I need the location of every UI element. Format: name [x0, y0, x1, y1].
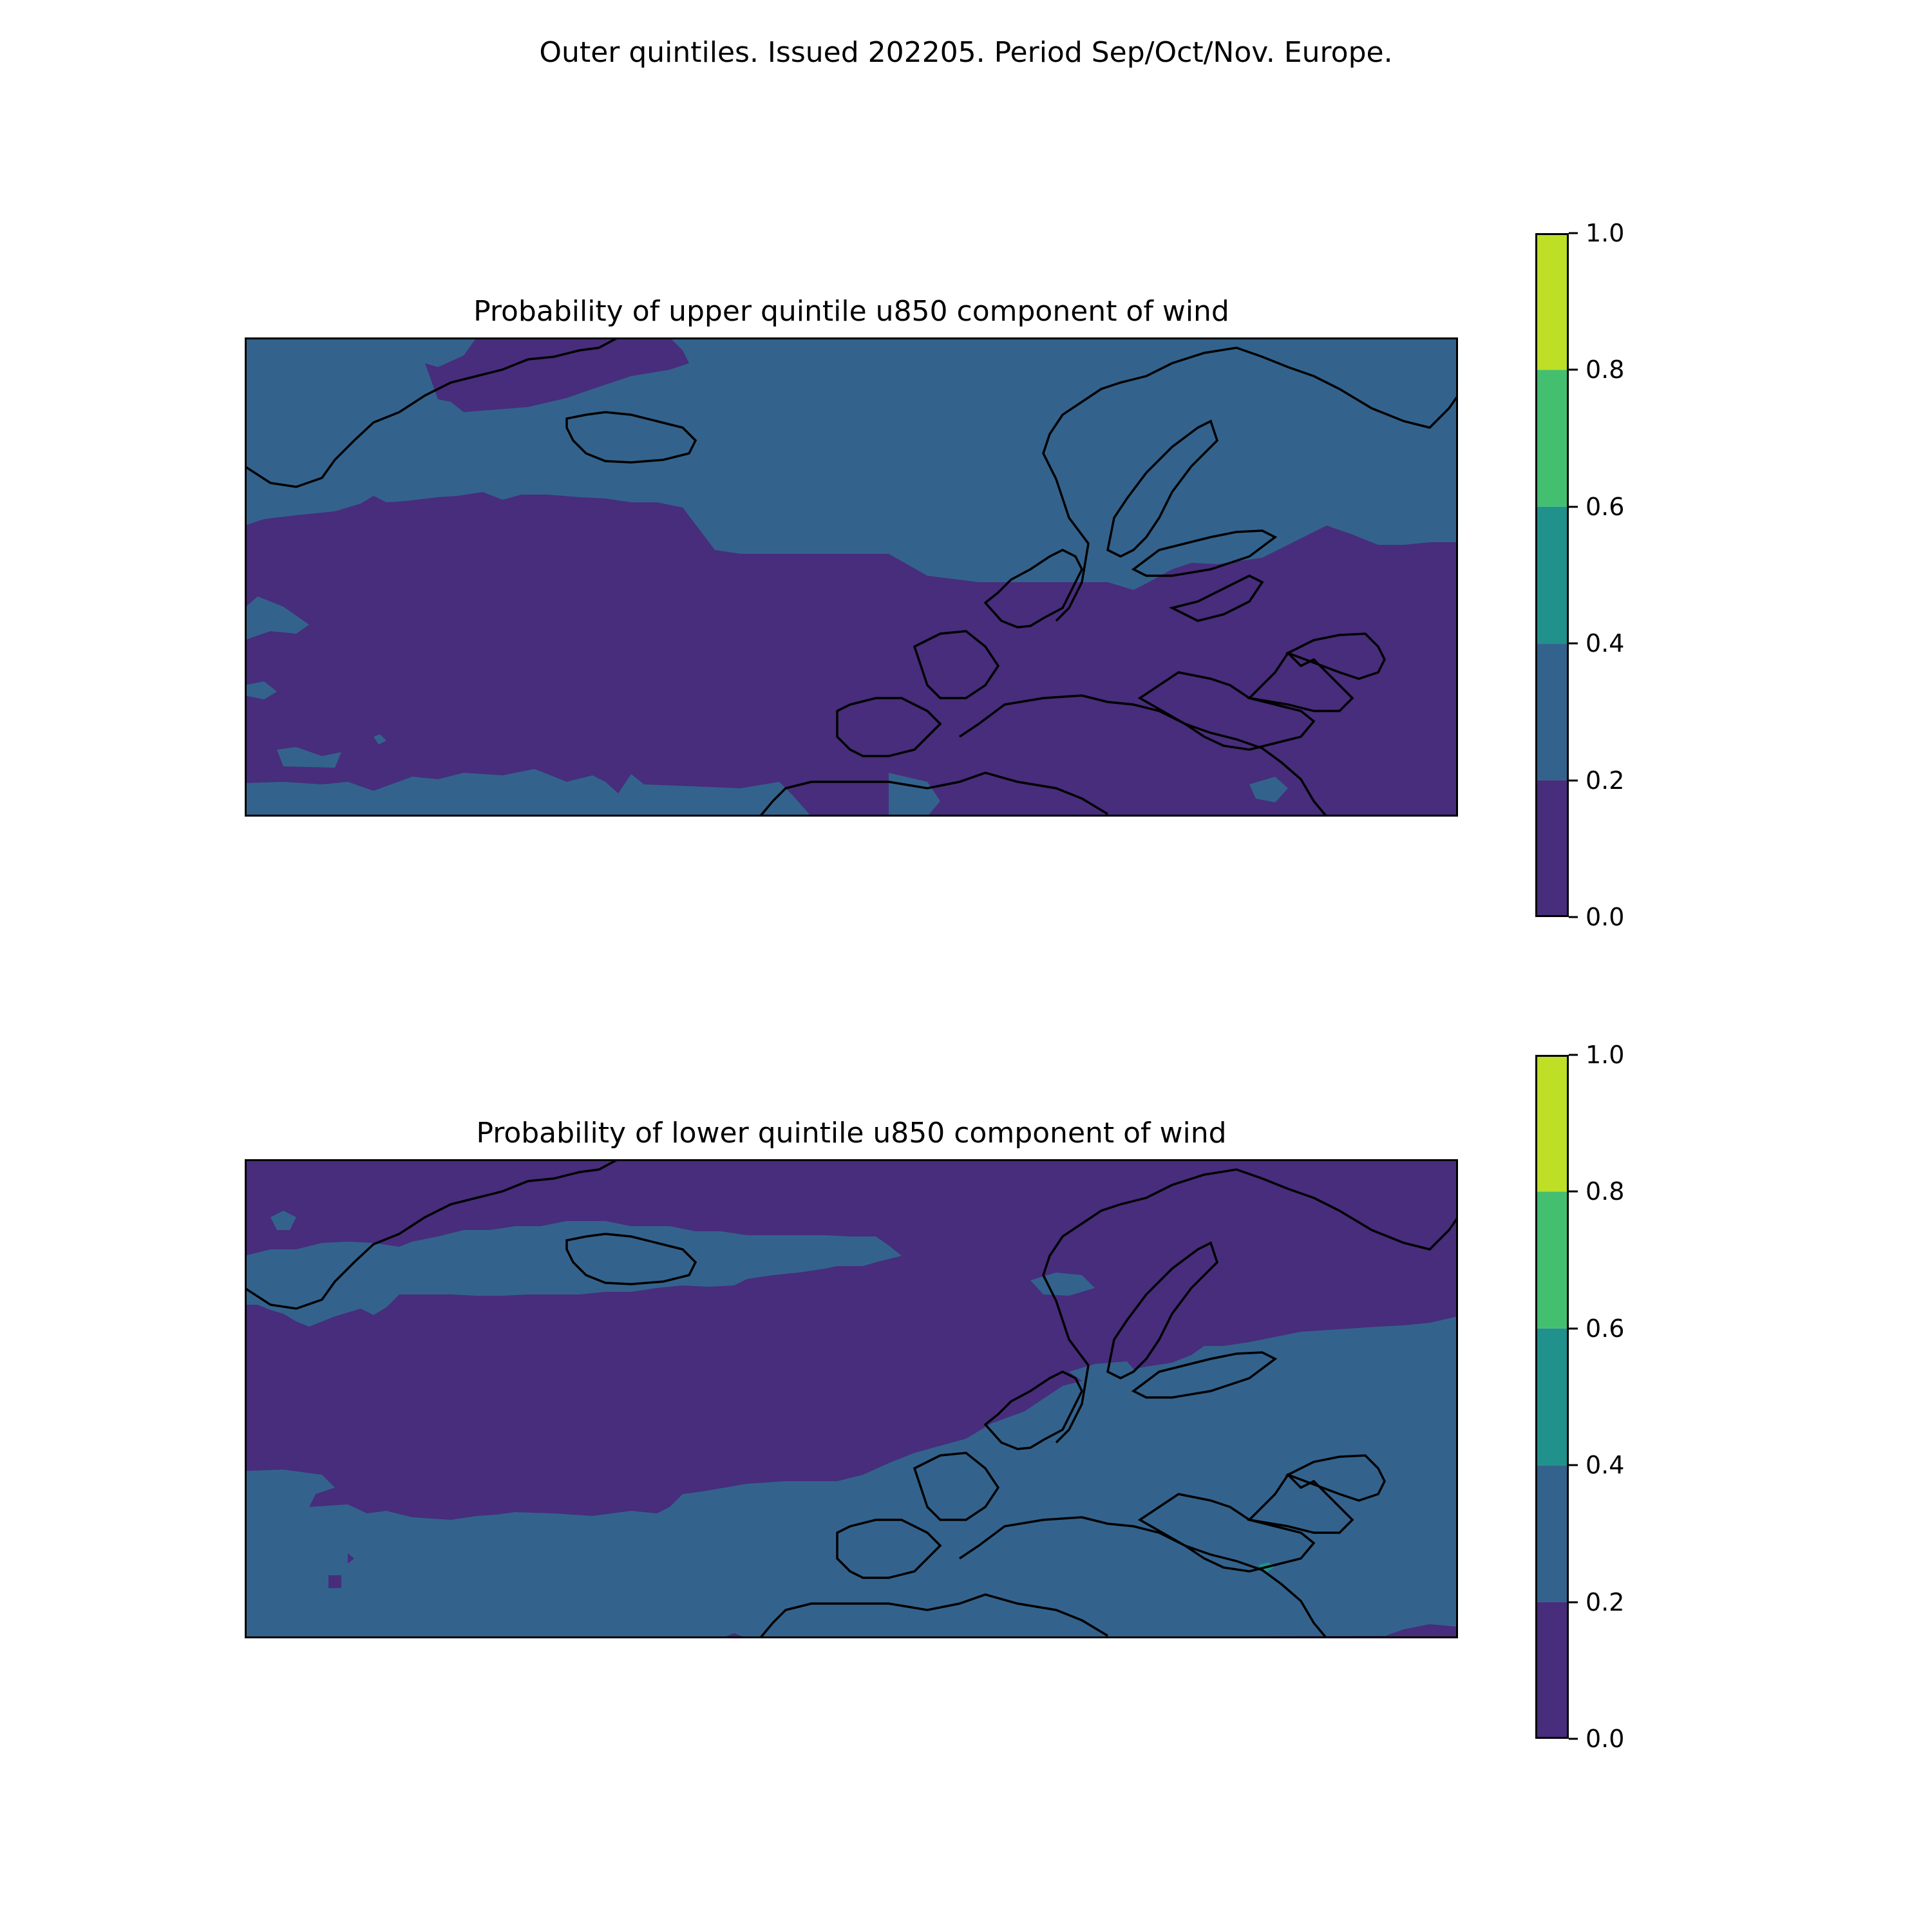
colorbar-lower — [1535, 1055, 1569, 1739]
colorbar-segment-0.4-0.6 — [1535, 506, 1569, 644]
colorbar-tick-mark — [1569, 1190, 1578, 1193]
colorbar-tick-mark — [1569, 232, 1578, 234]
colorbar-tick-mark — [1569, 368, 1578, 371]
field-0.0-0.2 — [1378, 1624, 1458, 1638]
field-0.0-0.2 — [245, 492, 1458, 817]
colorbar-tick-label: 0.0 — [1586, 903, 1625, 931]
field-0.2-0.4 — [270, 1211, 296, 1230]
field-0.2-0.4 — [1249, 777, 1288, 802]
colorbar-tick-label: 0.4 — [1586, 629, 1625, 658]
colorbar-tick-mark — [1569, 916, 1578, 918]
colorbar-segment-0.0-0.2 — [1535, 780, 1569, 917]
field-0.2-0.4 — [374, 734, 386, 744]
panel-title: Probability of upper quintile u850 compo… — [473, 295, 1229, 328]
colorbar-tick-mark — [1569, 506, 1578, 508]
colorbar-tick-mark — [1569, 1327, 1578, 1330]
colorbar-segment-0.2-0.4 — [1535, 643, 1569, 781]
colorbar-segment-0.0-0.2 — [1535, 1602, 1569, 1739]
colorbar-segment-0.2-0.4 — [1535, 1465, 1569, 1602]
coastlines — [245, 1159, 1458, 1638]
colorbar-upper — [1535, 233, 1569, 917]
colorbar-segment-0.4-0.6 — [1535, 1328, 1569, 1466]
colorbar-segment-0.6-0.8 — [1535, 370, 1569, 507]
map-upper-quintile — [245, 337, 1458, 817]
colorbar-tick-label: 1.0 — [1586, 1041, 1625, 1069]
colorbar-segment-0.8-1.0 — [1535, 1055, 1569, 1192]
figure-title: Outer quintiles. Issued 202205. Period S… — [539, 36, 1393, 69]
map-lower-quintile — [245, 1159, 1458, 1638]
colorbar-tick-label: 0.8 — [1586, 1177, 1625, 1206]
colorbar-segment-0.8-1.0 — [1535, 233, 1569, 370]
coastlines — [245, 337, 1458, 817]
field-0.0-0.2 — [348, 1553, 354, 1564]
field-0.2-0.4 — [277, 747, 341, 768]
field-0.2-0.4 — [245, 681, 277, 699]
colorbar-tick-label: 0.2 — [1586, 1587, 1625, 1616]
field-0.2-0.4 — [1030, 1273, 1095, 1296]
panel-title: Probability of lower quintile u850 compo… — [476, 1117, 1227, 1150]
colorbar-tick-label: 0.0 — [1586, 1725, 1625, 1753]
colorbar-tick-mark — [1569, 1601, 1578, 1604]
colorbar-tick-label: 0.6 — [1586, 1314, 1625, 1343]
colorbar-segment-0.6-0.8 — [1535, 1191, 1569, 1329]
colorbar-tick-label: 0.8 — [1586, 355, 1625, 384]
field-0.2-0.4 — [1069, 1361, 1133, 1381]
colorbar-tick-label: 1.0 — [1586, 219, 1625, 247]
colorbar-tick-mark — [1569, 779, 1578, 782]
colorbar-tick-mark — [1569, 1738, 1578, 1740]
colorbar-tick-label: 0.4 — [1586, 1451, 1625, 1480]
colorbar-tick-mark — [1569, 642, 1578, 645]
colorbar-tick-mark — [1569, 1054, 1578, 1056]
colorbar-tick-mark — [1569, 1464, 1578, 1466]
colorbar-tick-label: 0.6 — [1586, 492, 1625, 521]
field-0.2-0.4 — [245, 596, 309, 640]
colorbar-tick-label: 0.2 — [1586, 766, 1625, 795]
field-0.0-0.2 — [425, 337, 689, 412]
field-0.2-0.4 — [245, 1221, 902, 1327]
field-0.0-0.2 — [328, 1575, 341, 1588]
